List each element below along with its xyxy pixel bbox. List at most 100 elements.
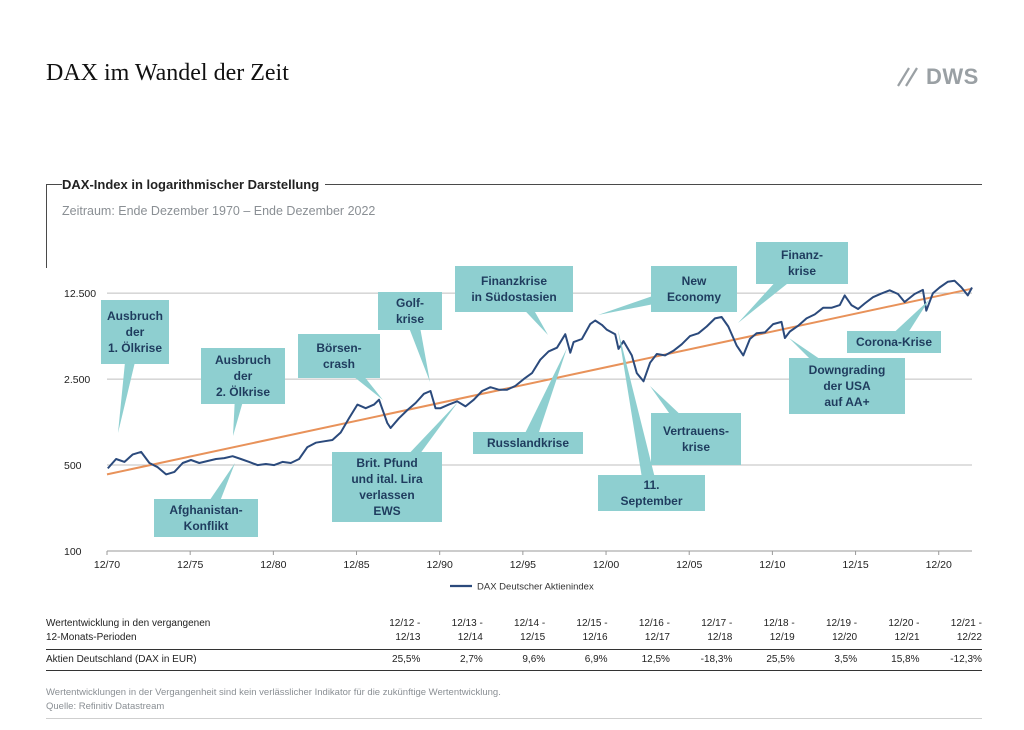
- y-tick-label: 500: [64, 460, 82, 472]
- callout-label: Vertrauens-krise: [663, 424, 729, 454]
- callout-box: [847, 331, 941, 353]
- header-label-line2: 12-Monats-Perioden: [46, 632, 137, 643]
- period-line2: 12/21: [894, 632, 920, 643]
- period-line2: 12/16: [582, 632, 608, 643]
- y-tick-label: 100: [64, 546, 82, 558]
- x-tick-label: 12/75: [177, 559, 203, 571]
- period-header: 12/13 - 12/14: [420, 617, 483, 645]
- performance-value: 9,6%: [522, 654, 546, 665]
- performance-table: Wertentwicklung in den vergangenen 12-Mo…: [46, 617, 982, 671]
- performance-value: 25,5%: [766, 654, 795, 665]
- period-line1: 12/14 -: [514, 618, 546, 629]
- callout-box: [455, 266, 573, 312]
- x-tick-label: 12/90: [427, 559, 453, 571]
- performance-value: 2,7%: [459, 654, 483, 665]
- period-header: 12/20 - 12/21: [857, 617, 919, 645]
- period-line2: 12/22: [956, 632, 982, 643]
- performance-value: 3,5%: [834, 654, 858, 665]
- callout-box: [154, 499, 258, 537]
- x-tick-label: 12/80: [260, 559, 286, 571]
- period-line1: 12/18 -: [763, 618, 795, 629]
- period-line2: 12/20: [832, 632, 858, 643]
- event-callout: Russlandkrise: [473, 348, 583, 454]
- period-line1: 12/20 -: [888, 618, 920, 629]
- callout-box: [651, 413, 741, 465]
- callout-box: [332, 452, 442, 522]
- chart-title: DAX-Index in logarithmischer Darstellung: [62, 177, 326, 192]
- chart-frame-left: [46, 184, 47, 268]
- event-callout: 11. September: [598, 330, 705, 511]
- period-line1: 12/15 -: [576, 618, 608, 629]
- callout-box: [756, 242, 848, 284]
- table-divider: [46, 649, 982, 650]
- page-title: DAX im Wandel der Zeit: [46, 60, 289, 86]
- callout-box: [298, 334, 380, 378]
- header-label-line1: Wertentwicklung in den vergangenen: [46, 618, 211, 629]
- dax-series-line: [107, 279, 973, 476]
- period-line1: 12/19 -: [825, 618, 858, 629]
- logo-slash-icon: [897, 67, 918, 87]
- callout-box: [201, 348, 285, 404]
- period-header: 12/14 - 12/15: [483, 617, 545, 645]
- footer-notes: Wertentwicklungen in der Vergangenheit s…: [46, 686, 501, 714]
- performance-value: -12,3%: [950, 654, 982, 665]
- x-tick-label: 12/05: [676, 559, 702, 571]
- callout-label: Ausbruch der 2. Ölkrise: [215, 353, 271, 399]
- performance-value: 12,5%: [641, 654, 670, 665]
- legend-label: DAX Deutscher Aktienindex: [477, 582, 594, 593]
- callout-box: [101, 300, 169, 364]
- period-header: 12/21 - 12/22: [920, 617, 982, 645]
- period-header: 12/15 - 12/16: [545, 617, 607, 645]
- callout-box: [598, 475, 705, 511]
- period-header: 12/19 - 12/20: [795, 617, 857, 645]
- trend-line: [106, 287, 973, 476]
- event-callout: Corona-Krise: [847, 300, 941, 353]
- callout-label: Golf-krise: [396, 296, 424, 326]
- chart-frame-top: [46, 184, 982, 185]
- period-header: 12/18 - 12/19: [732, 617, 795, 645]
- period-line2: 12/17: [644, 632, 670, 643]
- event-callout: Finanzkrise in Südostasien: [455, 266, 573, 335]
- period-header: 12/12 - 12/13: [358, 617, 420, 645]
- chart-subtitle: Zeitraum: Ende Dezember 1970 – Ende Deze…: [62, 204, 376, 218]
- period-line1: 12/17 -: [701, 618, 733, 629]
- callout-pointer: [618, 330, 659, 495]
- callout-box: [789, 358, 905, 414]
- callout-label: 11. September: [620, 478, 682, 508]
- callout-label: Afghanistan-Konflikt: [169, 503, 242, 533]
- period-line2: 12/15: [520, 632, 546, 643]
- period-line1: 12/21 -: [950, 618, 982, 629]
- period-line1: 12/16 -: [638, 618, 670, 629]
- logo-text: DWS: [926, 64, 979, 89]
- callout-label: Börsen-crash: [316, 341, 361, 371]
- callout-box: [651, 266, 737, 312]
- performance-value: 6,9%: [584, 654, 608, 665]
- footer-divider: [46, 718, 982, 719]
- x-tick-label: 12/10: [759, 559, 785, 571]
- callout-label: New Economy: [667, 274, 721, 304]
- x-tick-label: 12/70: [94, 559, 120, 571]
- x-tick-label: 12/00: [593, 559, 619, 571]
- y-tick-label: 12.500: [64, 288, 96, 300]
- performance-value: -18,3%: [700, 654, 733, 665]
- event-callout: Finanz-krise: [738, 242, 848, 323]
- performance-value-row: Aktien Deutschland (DAX in EUR) 25,5% 2,…: [46, 653, 982, 667]
- event-callout: Ausbruch der 1. Ölkrise: [101, 300, 169, 433]
- callout-label: Downgrading der USA auf AA+: [809, 363, 886, 409]
- event-callout: Ausbruch der 2. Ölkrise: [201, 348, 285, 436]
- period-line2: 12/13: [395, 632, 421, 643]
- x-tick-label: 12/15: [842, 559, 868, 571]
- callout-label: Finanz-krise: [781, 248, 823, 278]
- period-header: 12/17 - 12/18: [670, 617, 732, 645]
- performance-header-label: Wertentwicklung in den vergangenen 12-Mo…: [46, 617, 358, 645]
- period-line1: 12/13 -: [451, 618, 483, 629]
- period-line1: 12/12 -: [389, 618, 421, 629]
- callout-label: Finanzkrise in Südostasien: [471, 274, 556, 304]
- period-line2: 12/19: [769, 632, 795, 643]
- event-callout: Vertrauens-krise: [650, 386, 741, 465]
- x-tick-label: 12/20: [926, 559, 952, 571]
- event-callout: Golf-krise: [378, 292, 442, 382]
- performance-value: 15,8%: [891, 654, 920, 665]
- performance-row-label: Aktien Deutschland (DAX in EUR): [46, 654, 197, 665]
- callout-box: [473, 432, 583, 454]
